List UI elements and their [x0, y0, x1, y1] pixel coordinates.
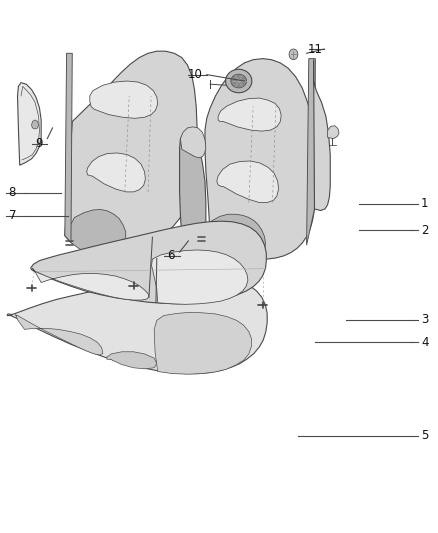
Polygon shape	[205, 59, 315, 259]
Polygon shape	[180, 127, 206, 158]
Polygon shape	[217, 161, 279, 203]
Text: 4: 4	[421, 336, 429, 349]
Polygon shape	[7, 277, 267, 374]
Text: 10: 10	[187, 68, 202, 81]
Polygon shape	[31, 221, 266, 304]
Polygon shape	[205, 214, 265, 259]
Polygon shape	[32, 268, 149, 300]
Text: 6: 6	[167, 249, 175, 262]
Polygon shape	[152, 250, 248, 304]
Polygon shape	[18, 83, 41, 165]
Text: 11: 11	[308, 43, 323, 55]
Polygon shape	[226, 69, 252, 93]
Text: 1: 1	[421, 197, 429, 210]
Text: 2: 2	[421, 224, 429, 237]
Polygon shape	[65, 209, 126, 256]
Text: 9: 9	[35, 138, 42, 150]
Text: 5: 5	[421, 430, 428, 442]
Polygon shape	[154, 312, 251, 374]
Polygon shape	[307, 59, 315, 245]
Polygon shape	[231, 74, 247, 88]
Text: 8: 8	[9, 187, 16, 199]
Polygon shape	[328, 126, 339, 139]
Polygon shape	[180, 134, 206, 245]
Polygon shape	[90, 81, 158, 118]
Polygon shape	[107, 352, 157, 369]
Polygon shape	[16, 314, 103, 355]
Polygon shape	[87, 153, 145, 192]
Polygon shape	[32, 120, 39, 129]
Text: 7: 7	[8, 209, 16, 222]
Circle shape	[289, 49, 298, 60]
Polygon shape	[65, 53, 72, 243]
Text: 3: 3	[421, 313, 428, 326]
Polygon shape	[314, 60, 330, 211]
Polygon shape	[65, 51, 197, 256]
Polygon shape	[218, 98, 281, 131]
